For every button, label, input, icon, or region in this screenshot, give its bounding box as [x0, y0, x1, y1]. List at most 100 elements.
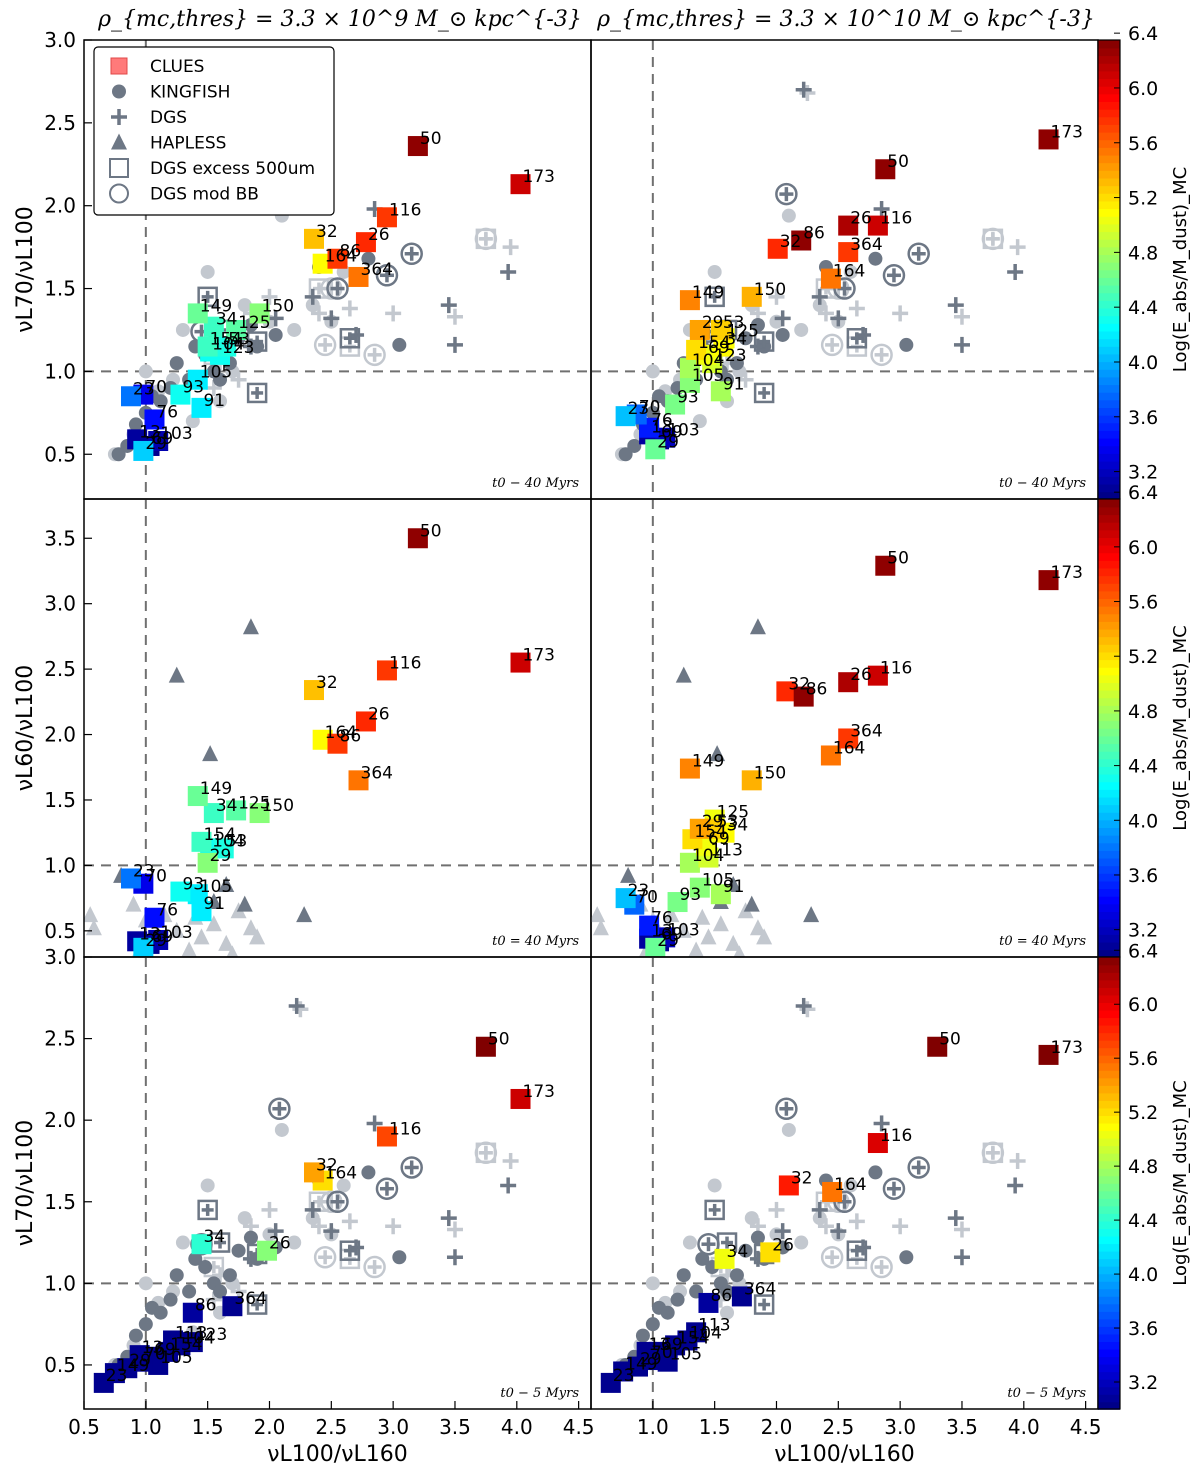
kingfish-point-light — [138, 364, 153, 379]
panel-annotation: t0 = 40 Myrs — [999, 934, 1086, 949]
hapless-point-light — [249, 928, 266, 945]
hapless-point-light — [700, 928, 717, 945]
clues-point-76 — [144, 409, 165, 430]
clues-label-69: 69 — [154, 1340, 176, 1360]
clues-point-32 — [304, 1162, 325, 1183]
kingfish-point-light — [794, 322, 809, 337]
clues-point-76 — [639, 915, 660, 936]
colorbar-tick-label: 3.2 — [1128, 462, 1158, 484]
clues-point-32 — [767, 238, 788, 259]
clues-label-103: 103 — [667, 920, 699, 940]
clues-label-86: 86 — [710, 1286, 732, 1306]
hapless-point-light — [226, 945, 239, 957]
clues-label-103: 103 — [160, 923, 192, 943]
hapless-point-light — [749, 919, 766, 936]
dgs-mod-point — [907, 242, 930, 266]
x-tick-label: 3.0 — [884, 1415, 916, 1439]
colorbar-segment — [1098, 1070, 1120, 1079]
clues-label-364: 364 — [361, 260, 393, 280]
clues-label-364: 364 — [234, 1289, 266, 1309]
colorbar-segment — [1098, 552, 1120, 561]
kingfish-point — [111, 447, 126, 462]
clues-label-173: 173 — [1051, 563, 1083, 583]
clues-point-23 — [600, 1372, 621, 1393]
dgs-excess-point — [246, 1294, 268, 1315]
clues-point-173 — [510, 1088, 531, 1109]
x-tick-label: 3.5 — [946, 1415, 978, 1439]
clues-label-116: 116 — [880, 1126, 912, 1146]
clues-label-26: 26 — [368, 704, 390, 724]
legend-label-1: KINGFISH — [150, 83, 230, 103]
clues-label-105: 105 — [160, 1348, 192, 1368]
colorbar-segment — [1098, 93, 1120, 102]
colorbar-segment — [1098, 949, 1120, 958]
colorbar-segment — [1098, 368, 1120, 378]
dgs-mod-point-light — [474, 1141, 498, 1165]
kingfish-point — [182, 1284, 197, 1299]
clues-point-364 — [348, 770, 369, 791]
clues-label-34: 34 — [216, 796, 238, 816]
colorbar-segment — [1098, 116, 1120, 125]
y-tick-label: 0.5 — [44, 1353, 76, 1377]
colorbar-segment — [1098, 1333, 1120, 1342]
y-tick-label: 1.0 — [44, 359, 76, 383]
clues-point-154 — [197, 336, 218, 357]
clues-label-93: 93 — [182, 875, 204, 895]
y-tick-label: 1.5 — [44, 277, 76, 301]
colorbar-segment — [1098, 827, 1120, 836]
clues-label-105: 105 — [200, 363, 232, 383]
clues-label-50: 50 — [420, 521, 442, 541]
clues-point-364 — [838, 728, 859, 749]
kingfish-point — [213, 1284, 228, 1299]
colorbar-segment — [1098, 1378, 1120, 1388]
clues-label-13: 13 — [139, 924, 161, 944]
clues-label-69: 69 — [152, 429, 174, 449]
clues-label-104: 104 — [692, 846, 724, 866]
x-tick-label: 1.0 — [130, 1415, 162, 1439]
colorbar-segment — [1098, 865, 1120, 874]
clues-label-164: 164 — [325, 1164, 357, 1184]
clues-label-125: 125 — [238, 793, 270, 813]
kingfish-point — [268, 327, 283, 342]
panel-annotation: t0 − 40 Myrs — [999, 476, 1086, 491]
colorbar-segment — [1098, 1092, 1120, 1101]
clues-label-164: 164 — [325, 723, 357, 743]
kingfish-point — [750, 1230, 765, 1245]
clues-label-104: 104 — [689, 1323, 721, 1343]
clues-label-173: 173 — [523, 167, 555, 187]
clues-point-173 — [1038, 129, 1059, 150]
colorbar-segment — [1098, 1235, 1120, 1245]
colorbar-segment — [1098, 842, 1120, 851]
clues-label-70: 70 — [145, 867, 167, 887]
dgs-mod-point-light — [313, 1245, 337, 1269]
clues-label-29b: 29 — [657, 931, 679, 951]
colorbar-tick-label: 4.8 — [1128, 242, 1158, 264]
colorbar-segment — [1098, 445, 1120, 454]
clues-point-125 — [226, 800, 247, 821]
clues-point-70 — [639, 1350, 660, 1371]
clues-point-26 — [257, 1240, 278, 1261]
clues-point-91 — [710, 884, 731, 905]
colorbar-segment — [1098, 1077, 1120, 1086]
dgs-mod-point — [775, 182, 798, 206]
colorbar-segment — [1098, 911, 1120, 920]
clues-point-149 — [187, 303, 208, 324]
kingfish-point-light — [305, 1211, 320, 1226]
clues-point-34 — [713, 336, 734, 357]
hapless-point — [296, 906, 313, 923]
colorbar-tick-label: 4.4 — [1128, 1210, 1158, 1232]
colorbar-segment — [1098, 1341, 1120, 1350]
clues-label-86: 86 — [195, 1296, 217, 1316]
clues-point-149 — [679, 758, 700, 779]
colorbar-tick-label: 5.6 — [1128, 1048, 1158, 1070]
colorbar-segment — [1098, 85, 1120, 95]
clues-label-123: 123 — [222, 338, 254, 358]
clues-label-150: 150 — [262, 296, 294, 316]
clues-point-23 — [615, 406, 636, 427]
hapless-point-light — [181, 941, 197, 957]
dgs-mod-point-light — [313, 333, 337, 357]
colorbar-segment — [1098, 514, 1120, 523]
dgs-excess-point — [846, 328, 868, 349]
colorbar-segment — [1098, 231, 1120, 240]
